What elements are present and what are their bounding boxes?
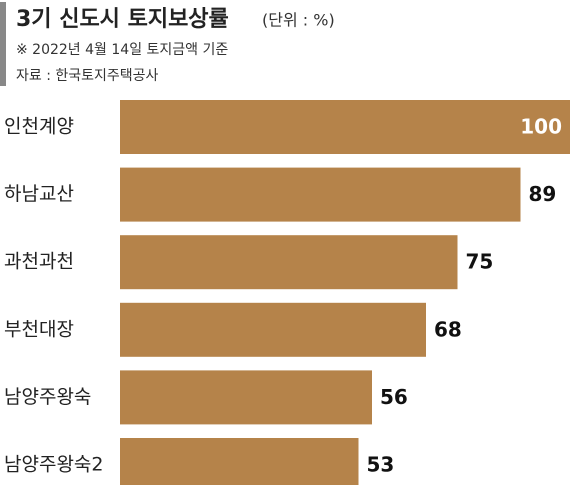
value-label: 89 <box>529 182 557 206</box>
bar <box>120 438 359 485</box>
bar <box>120 235 458 290</box>
source: 자료 : 한국토지주택공사 <box>16 68 159 84</box>
header-bar <box>0 2 6 86</box>
value-label: 68 <box>434 317 462 341</box>
value-label: 100 <box>520 115 562 139</box>
unit: (단위 : %) <box>262 11 335 30</box>
chart-title: 3기 신도시 토지보상률 <box>16 7 229 32</box>
value-label: 75 <box>466 250 494 274</box>
bar <box>120 302 426 357</box>
category-label: 부천대장 <box>4 318 74 340</box>
category-label: 인천계양 <box>4 116 74 138</box>
category-label: 과천과천 <box>4 251 74 273</box>
value-label: 56 <box>380 385 408 409</box>
category-label: 하남교산 <box>4 183 74 205</box>
category-label: 남양주왕숙2 <box>4 454 104 476</box>
category-label: 남양주왕숙 <box>4 386 91 408</box>
bar <box>120 167 521 222</box>
note: ※ 2022년 4월 14일 토지금액 기준 <box>16 42 228 58</box>
bar <box>120 370 372 425</box>
value-label: 53 <box>367 453 395 477</box>
bar <box>120 100 570 154</box>
